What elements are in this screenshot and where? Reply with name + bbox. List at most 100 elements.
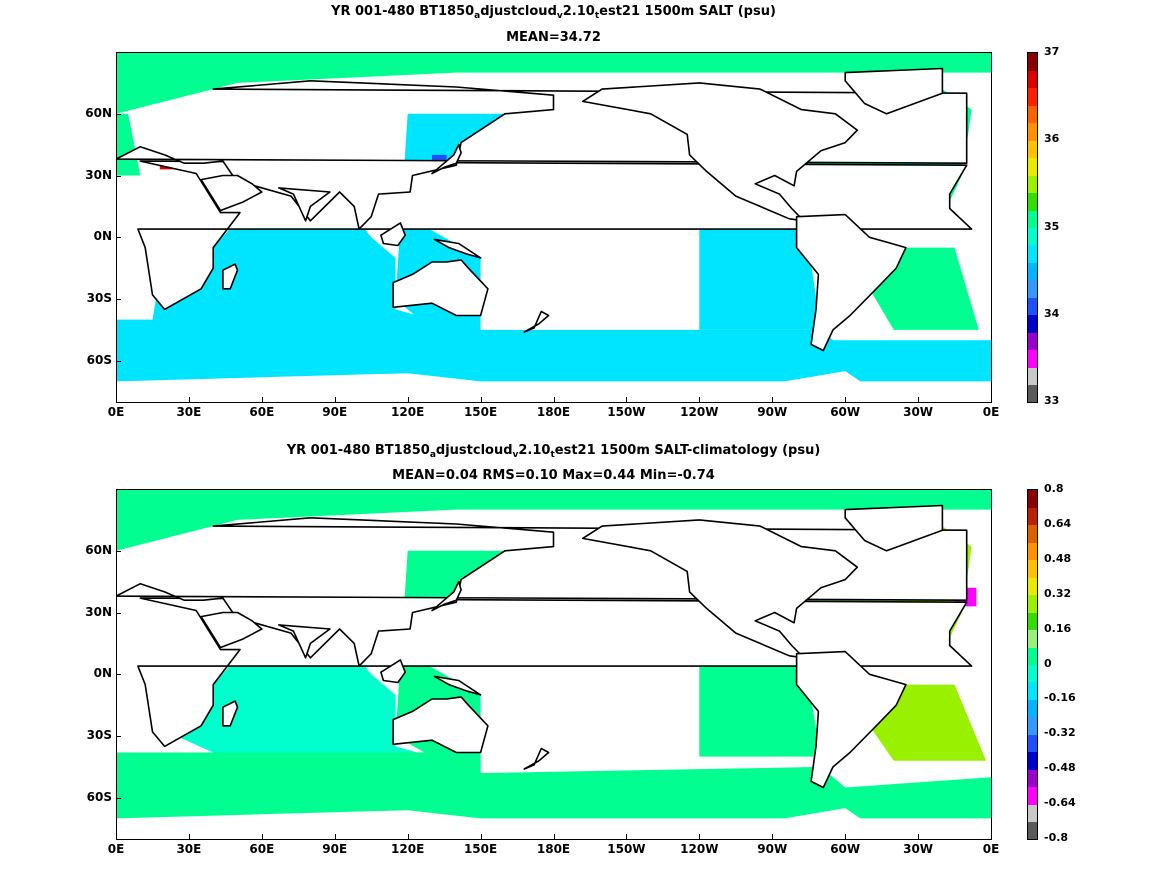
- colorbar-swatch: [1028, 210, 1037, 228]
- x-tick-label: 0E: [107, 405, 125, 419]
- land-antarctica2: [553, 808, 991, 839]
- x-tick: [407, 397, 409, 402]
- land-antarctica: [116, 373, 554, 402]
- land-ng: [433, 675, 482, 696]
- x-tick: [553, 397, 555, 402]
- chart-2-title: YR 001-480 BT1850adjustcloudv2.10test21 …: [286, 443, 821, 460]
- chart-1-title: YR 001-480 BT1850adjustcloudv2.10test21 …: [331, 4, 776, 21]
- x-tick: [188, 397, 190, 402]
- land-samerica: [795, 213, 907, 352]
- colorbar-tick-label: -0.16: [1044, 691, 1076, 705]
- x-tick-label: 150W: [607, 842, 646, 856]
- y-tick-label: 60N: [85, 105, 112, 120]
- x-tick: [188, 834, 190, 839]
- x-tick: [261, 397, 263, 402]
- colorbar-swatch: [1028, 664, 1037, 683]
- colorbar-swatch: [1028, 314, 1037, 333]
- colorbar-swatch: [1028, 53, 1037, 71]
- x-tick-label: 120W: [680, 405, 719, 419]
- y-tick: [116, 360, 121, 362]
- land-japan: [431, 580, 462, 612]
- colorbar-swatch: [1028, 542, 1037, 561]
- x-tick: [699, 834, 701, 839]
- colorbar-swatch: [1028, 349, 1037, 368]
- land-madagascar: [222, 263, 239, 290]
- colorbar-swatch: [1028, 262, 1037, 281]
- colorbar-tick-label: 0.16: [1044, 621, 1072, 635]
- y-tick: [116, 113, 121, 115]
- x-tick-label: 180E: [536, 842, 571, 856]
- colorbar-swatch: [1028, 716, 1037, 735]
- colorbar-tick-label: 36: [1044, 132, 1060, 146]
- colorbar-tick-label: 37: [1044, 45, 1060, 58]
- colorbar-tick-label: 0: [1044, 656, 1052, 670]
- land-antarctica2: [553, 371, 991, 402]
- x-tick: [116, 397, 117, 402]
- x-tick: [553, 834, 555, 839]
- y-tick: [116, 175, 121, 177]
- x-tick: [116, 834, 117, 839]
- y-tick: [116, 550, 121, 552]
- colorbar-swatch: [1028, 70, 1037, 89]
- x-tick: [334, 397, 336, 402]
- land-greenland: [844, 67, 944, 115]
- colorbar-swatch: [1028, 175, 1037, 194]
- x-tick-label: 90E: [322, 842, 348, 856]
- land-arabia: [200, 174, 263, 212]
- x-tick: [918, 834, 920, 839]
- y-tick-label: 30S: [86, 291, 112, 306]
- colorbar-swatch: [1028, 192, 1037, 211]
- land-madagascar: [222, 700, 239, 727]
- land-india: [278, 624, 331, 659]
- land-nz: [523, 310, 550, 333]
- x-tick-label: 150E: [463, 405, 498, 419]
- x-tick-label: 60E: [249, 842, 275, 856]
- colorbar-tick-label: 0.48: [1044, 551, 1072, 565]
- colorbar-tick-label: 34: [1044, 306, 1060, 320]
- colorbar-swatch: [1028, 804, 1037, 823]
- y-tick-label: 30N: [85, 167, 112, 182]
- land-greenland: [844, 504, 944, 552]
- colorbar-swatch: [1028, 490, 1037, 508]
- land-japan: [431, 143, 462, 175]
- y-tick-label: 60S: [86, 789, 112, 804]
- y-tick: [116, 612, 121, 614]
- colorbar-swatch: [1028, 122, 1037, 141]
- colorbar-tick-label: 0.8: [1044, 482, 1064, 495]
- ocean-region-pacific: [395, 113, 821, 361]
- colorbar-tick-label: 0.64: [1044, 516, 1072, 530]
- x-tick: [334, 834, 336, 839]
- y-tick: [116, 674, 121, 676]
- colorbar-tick-label: -0.48: [1044, 761, 1076, 775]
- x-tick: [626, 834, 628, 839]
- ocean-region-north-atlantic: [116, 52, 991, 114]
- colorbar-tick-label: 33: [1044, 394, 1060, 407]
- land-australia: [392, 259, 489, 317]
- ocean-region-southern-ocean: [116, 340, 991, 378]
- ocean-region-north-atlantic: [116, 113, 141, 176]
- colorbar-swatch: [1028, 559, 1037, 578]
- x-tick-label: 120E: [391, 842, 425, 856]
- colorbar-tick-label: 35: [1044, 219, 1060, 233]
- y-tick-label: 30S: [86, 728, 112, 743]
- colorbar-swatch: [1028, 157, 1037, 176]
- colorbar-swatch: [1028, 629, 1037, 648]
- y-tick: [116, 797, 121, 799]
- x-tick-label: 30E: [176, 405, 202, 419]
- colorbar-swatch: [1028, 279, 1037, 298]
- y-tick-label: 0N: [93, 666, 112, 681]
- ocean-region-pacific: [395, 550, 821, 778]
- land-india: [278, 187, 331, 222]
- x-tick-label: 150W: [607, 405, 646, 419]
- x-tick-label: 30W: [903, 405, 934, 419]
- colorbar-swatch: [1028, 524, 1037, 543]
- land-arabia: [200, 611, 263, 649]
- y-tick: [116, 237, 121, 239]
- colorbar-swatch: [1028, 594, 1037, 613]
- x-tick: [626, 397, 628, 402]
- y-tick-label: 60S: [86, 352, 112, 367]
- colorbar-tick-label: -0.32: [1044, 726, 1076, 740]
- y-tick-label: 30N: [85, 604, 112, 619]
- land-samerica: [795, 650, 907, 789]
- land-borneo: [380, 222, 407, 247]
